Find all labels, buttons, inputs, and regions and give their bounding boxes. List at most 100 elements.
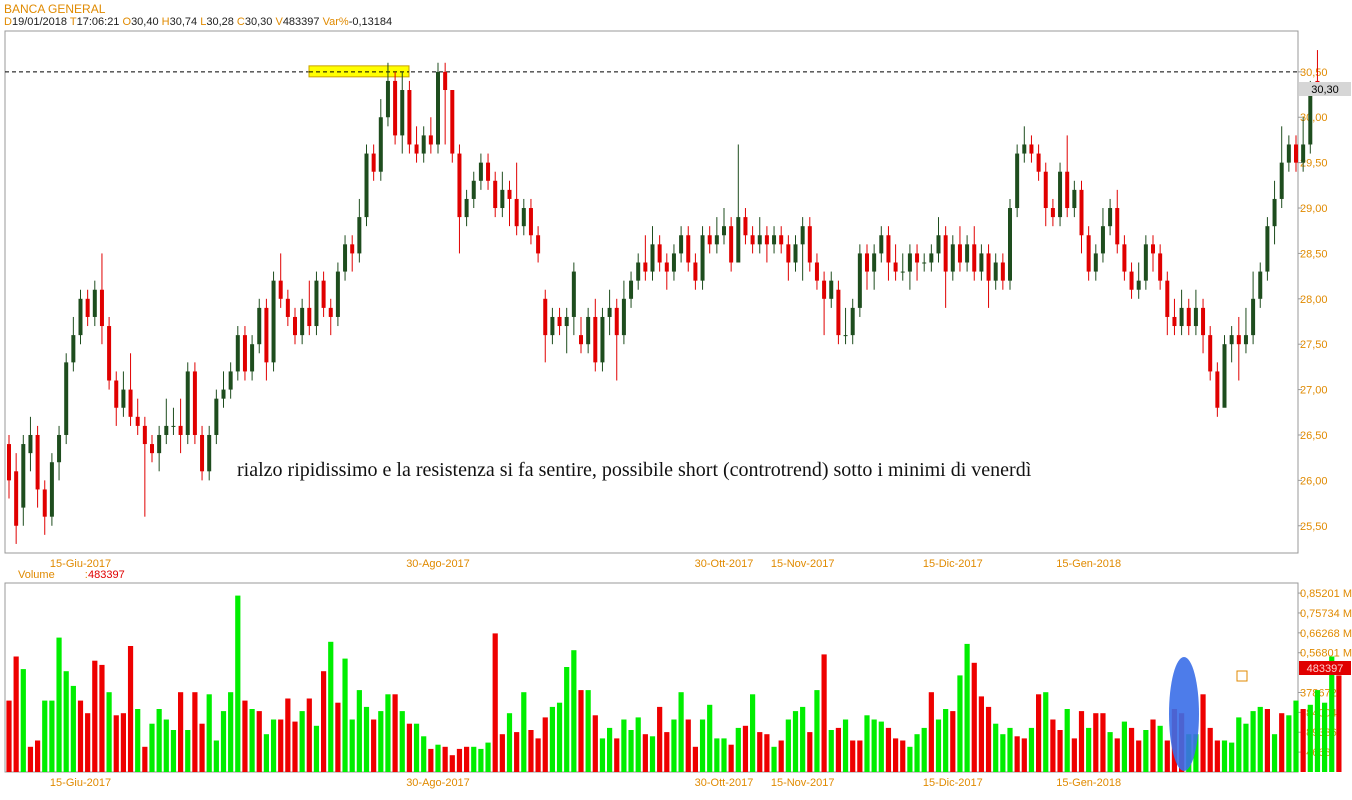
candle-body (1079, 189, 1084, 236)
candle (200, 425, 205, 481)
candle (657, 235, 662, 272)
candle-body (450, 90, 455, 154)
volume-bar (270, 719, 277, 772)
candle-body (1165, 280, 1170, 317)
volume-bar (1014, 736, 1020, 772)
candle-body (614, 307, 619, 336)
candle (793, 235, 798, 272)
candle (1294, 135, 1298, 172)
marker-square-icon[interactable] (1236, 670, 1248, 682)
candle-body (421, 135, 426, 154)
candle (822, 271, 827, 336)
candle-body (478, 162, 483, 181)
candle-body (1050, 208, 1055, 218)
volume-bar (1007, 727, 1013, 772)
candle (1201, 298, 1206, 354)
candle-body (686, 235, 691, 263)
candle-body (436, 71, 440, 145)
candle (49, 453, 54, 526)
volume-bar (371, 719, 377, 772)
close-label: C (236, 16, 245, 28)
candle (57, 425, 62, 481)
volume-bar (149, 723, 155, 772)
volume-bar-series (6, 595, 1342, 772)
candle (786, 235, 791, 281)
price-y-tick-label: 28,00 (1300, 294, 1328, 306)
volume-bar (1028, 727, 1035, 772)
candle-body (800, 226, 805, 245)
candle-body (207, 434, 212, 472)
candle-body (371, 153, 376, 172)
candle-body (972, 244, 977, 272)
volume-bar (1107, 732, 1113, 772)
volume-bar (685, 719, 691, 772)
volume-label: V (275, 16, 283, 28)
candle-body (922, 262, 927, 264)
candle-body (865, 253, 869, 272)
volume-y-tick-label: 0,66268 M (1300, 628, 1352, 640)
volume-bar (363, 706, 370, 772)
candle-body (107, 326, 112, 381)
candle (700, 226, 705, 290)
candle (1165, 271, 1170, 336)
candle-body (1286, 144, 1291, 163)
volume-bar (321, 671, 327, 772)
var-value: -0,13184 (348, 16, 393, 28)
volume-bar (471, 746, 477, 772)
candle (1000, 253, 1005, 290)
candle-body (1301, 144, 1306, 163)
volume-bar (1314, 690, 1321, 772)
candle (285, 289, 290, 327)
candle (178, 398, 183, 454)
candle (1100, 208, 1105, 263)
candle (900, 253, 905, 281)
price-x-axis: 15-Giu-2017 30-Ago-2017 30-Ott-2017 15-Nov-… (50, 558, 1121, 570)
candle-body (893, 262, 898, 272)
candle-body (607, 307, 612, 317)
candle (664, 253, 669, 290)
volume-bar (1121, 721, 1127, 772)
x-tick-label: 15-Nov-2017 (771, 777, 835, 789)
volume-bar (850, 740, 856, 772)
candle (1043, 162, 1048, 227)
candle (371, 144, 376, 181)
candle-body (936, 235, 941, 254)
candle-body (221, 389, 226, 399)
high-value: 30,74 (169, 16, 198, 28)
volume-bar (299, 711, 305, 772)
volume-bar (1329, 656, 1335, 772)
candle (142, 416, 147, 517)
candle-body (443, 71, 448, 91)
candle-body (1115, 208, 1120, 245)
last-price-tag: 30,30 (1311, 84, 1339, 96)
volume-bar (1322, 702, 1328, 772)
candle-body (750, 235, 755, 245)
volume-bar (971, 662, 977, 772)
volume-bar (206, 694, 212, 772)
x-tick-label: 15-Dic-2017 (923, 777, 983, 789)
candle-body (579, 335, 583, 345)
candle-body (1229, 335, 1234, 345)
candle-body (543, 298, 548, 336)
candle-body (1136, 280, 1141, 290)
candle-body (64, 362, 69, 435)
volume-bar (771, 746, 777, 772)
volume-highlight-ellipse (1169, 657, 1199, 771)
candle-body (679, 235, 684, 254)
candle (993, 253, 998, 290)
volume-bar (778, 740, 784, 772)
volume-bar (335, 702, 341, 772)
volume-bar (885, 727, 892, 772)
candle-body (1151, 244, 1155, 254)
volume-bar (607, 727, 613, 772)
candle (1086, 226, 1091, 281)
candle-body (42, 489, 47, 517)
volume-bar (342, 658, 348, 772)
volume-bar (464, 746, 470, 772)
volume-bar (1200, 694, 1206, 772)
candle-body (1029, 144, 1034, 154)
volume-bar (1150, 719, 1156, 772)
volume-bar (764, 734, 770, 772)
candle (722, 208, 726, 245)
